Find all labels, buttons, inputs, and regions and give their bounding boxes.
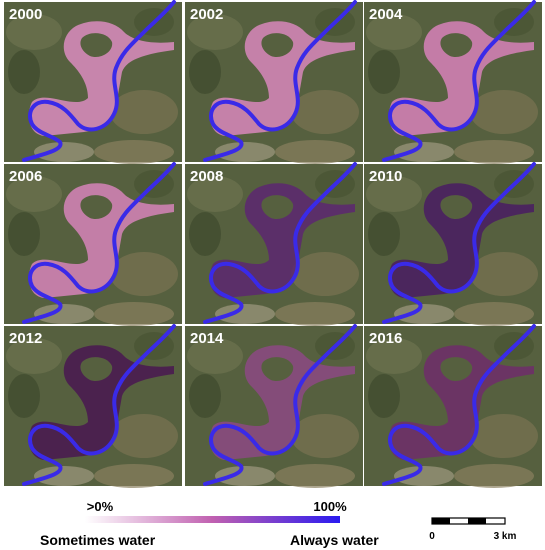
legend-gradient	[85, 516, 340, 523]
terrain-patch	[187, 338, 243, 374]
terrain-patch	[368, 374, 400, 418]
terrain-patch	[8, 50, 40, 94]
panel-year: 2008	[190, 168, 223, 185]
terrain-patch	[275, 302, 355, 326]
panel: 2002	[185, 0, 363, 164]
reservoir-area	[28, 183, 175, 298]
terrain-patch	[368, 212, 400, 256]
river	[22, 0, 176, 162]
terrain-patch	[8, 374, 40, 418]
terrain-patch	[366, 338, 422, 374]
scale-bar-segment	[468, 518, 486, 524]
panel: 2012	[4, 324, 182, 488]
terrain-patch	[215, 304, 275, 324]
reservoir-area	[388, 21, 534, 137]
panel: 2004	[364, 0, 542, 164]
panel-year: 2014	[190, 330, 224, 347]
terrain-patch	[394, 466, 454, 486]
panel-grid: 2000 2002 2004 2006 2008 2010 2012 2014 2016	[4, 0, 542, 488]
panel: 2016	[364, 324, 542, 488]
terrain-patch	[275, 464, 355, 488]
river	[22, 162, 176, 324]
terrain-patch	[94, 302, 174, 326]
terrain-patch	[368, 50, 400, 94]
reservoir-area	[388, 183, 534, 298]
panel: 2008	[185, 162, 363, 326]
reservoir-area	[388, 345, 534, 460]
terrain-patch	[34, 466, 94, 486]
river	[382, 162, 536, 324]
terrain-patch	[110, 414, 178, 458]
river	[382, 0, 536, 162]
terrain-patch	[394, 304, 454, 324]
terrain-patch	[189, 374, 221, 418]
river	[382, 324, 536, 486]
legend-min: >0%	[87, 499, 114, 514]
reservoir-area	[28, 21, 175, 137]
terrain-patch	[275, 140, 355, 164]
terrain-patch	[110, 252, 178, 296]
terrain-patch	[187, 176, 243, 212]
terrain-patch	[94, 140, 174, 164]
scale-bar-segment	[432, 518, 450, 524]
scale-bar	[431, 517, 506, 525]
panel: 2000	[4, 0, 182, 164]
terrain-patch	[34, 142, 94, 162]
legend-left-caption: Sometimes water	[40, 532, 156, 548]
terrain-patch	[8, 212, 40, 256]
reservoir-area	[209, 345, 355, 460]
terrain-patch	[110, 90, 178, 134]
terrain-patch	[215, 142, 275, 162]
terrain-patch	[454, 464, 534, 488]
terrain-patch	[470, 414, 538, 458]
legend-max: 100%	[313, 499, 347, 514]
terrain-patch	[291, 252, 359, 296]
terrain-patch	[470, 90, 538, 134]
reservoir-area	[28, 345, 175, 460]
river	[203, 162, 357, 324]
terrain-patch	[394, 142, 454, 162]
terrain-patch	[470, 252, 538, 296]
panel-year: 2002	[190, 6, 223, 23]
terrain-patch	[454, 140, 534, 164]
terrain-patch	[187, 14, 243, 50]
terrain-patch	[34, 304, 94, 324]
panel-year: 2012	[9, 330, 42, 347]
panel-year: 2004	[369, 6, 403, 23]
terrain-patch	[291, 90, 359, 134]
panel-year: 2006	[9, 168, 42, 185]
terrain-patch	[366, 14, 422, 50]
terrain-patch	[366, 176, 422, 212]
terrain-patch	[189, 212, 221, 256]
terrain-patch	[6, 176, 62, 212]
legend-right-caption: Always water	[290, 532, 379, 548]
scale-end: 3 km	[494, 531, 517, 542]
panel-year: 2000	[9, 6, 42, 23]
panel: 2014	[185, 324, 363, 488]
terrain-patch	[6, 14, 62, 50]
terrain-patch	[215, 466, 275, 486]
scale-start: 0	[429, 531, 435, 542]
river	[203, 324, 357, 486]
river	[203, 0, 357, 162]
reservoir-area	[209, 21, 355, 137]
terrain-patch	[6, 338, 62, 374]
terrain-patch	[189, 50, 221, 94]
panel-year: 2016	[369, 330, 402, 347]
panel: 2006	[4, 162, 182, 326]
panel: 2010	[364, 162, 542, 326]
terrain-patch	[291, 414, 359, 458]
river	[22, 324, 176, 486]
terrain-patch	[94, 464, 174, 488]
panel-year: 2010	[369, 168, 402, 185]
terrain-patch	[454, 302, 534, 326]
reservoir-area	[209, 183, 355, 298]
